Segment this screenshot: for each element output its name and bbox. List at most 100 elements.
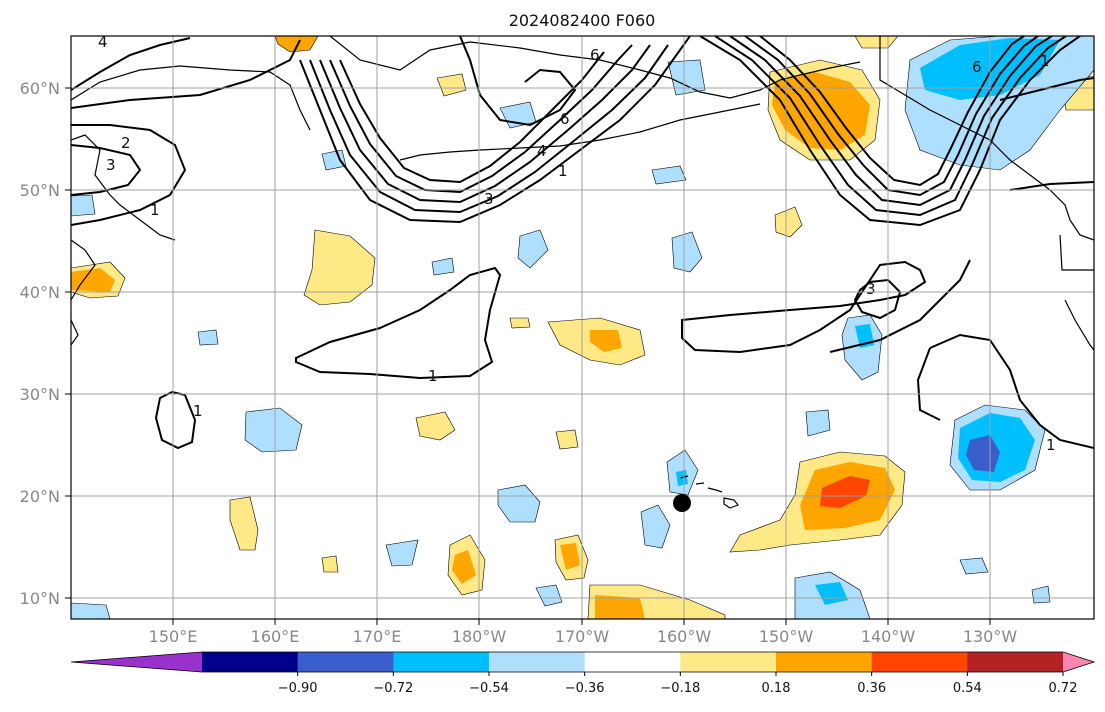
colorbar-tick-label: 0.18: [762, 681, 791, 696]
lat-label: 50°N: [20, 181, 60, 200]
positive-anomaly-peak: [820, 476, 870, 508]
positive-anomaly-core: [452, 550, 476, 584]
contour-ridge-west: [459, 36, 577, 127]
positive-anomaly: [774, 206, 803, 238]
lat-label: 10°N: [20, 589, 60, 608]
graticule: [71, 36, 1094, 619]
contour-label-1: 1: [150, 201, 160, 219]
contour-label-3: 3: [866, 280, 876, 298]
positive-anomaly-core: [71, 268, 115, 292]
axis-ticks: [65, 87, 991, 625]
contour-label-6: 6: [590, 46, 600, 64]
contour-3-northwest: [71, 144, 142, 196]
positive-anomaly: [303, 229, 376, 306]
colorbar-tick-label: 0.72: [1049, 681, 1078, 696]
negative-anomaly-core: [815, 582, 848, 605]
lon-label: 170°E: [353, 627, 402, 646]
negative-anomaly: [1031, 585, 1051, 604]
lon-label: 130°W: [963, 627, 1018, 646]
positive-anomaly-core: [590, 330, 622, 352]
contour-jet-east-1: [699, 36, 1081, 227]
negative-anomaly: [197, 329, 219, 346]
lat-label: 40°N: [20, 283, 60, 302]
negative-anomaly: [517, 229, 549, 269]
colorbar-bin: [680, 652, 777, 672]
colorbar-extend-low: [71, 652, 202, 672]
longitude-labels: 150°E 160°E 170°E 180°W 170°W 160°W 150°…: [149, 627, 1018, 646]
negative-anomaly: [651, 165, 687, 185]
positive-anomaly: [436, 73, 467, 97]
contour-1-west: [295, 266, 502, 380]
colorbar-bin: [489, 652, 586, 672]
positive-anomaly: [321, 555, 339, 573]
colorbar-bin: [776, 652, 873, 672]
negative-anomaly: [667, 59, 706, 96]
alaska-coast: [329, 36, 861, 161]
lon-label: 140°W: [861, 627, 916, 646]
negative-anomaly: [805, 409, 831, 437]
colorbar-tick-label: −0.36: [565, 681, 605, 696]
colorbar-bin: [202, 652, 299, 672]
lat-label: 60°N: [20, 79, 60, 98]
contour-label-6: 6: [972, 58, 982, 76]
colorbar-tick-label: 0.54: [953, 681, 982, 696]
lon-label: 170°W: [555, 627, 610, 646]
contour-label-2: 2: [121, 134, 131, 152]
contour-1-southeast: [916, 333, 1094, 449]
lon-label: 150°E: [149, 627, 198, 646]
positive-anomaly: [555, 429, 579, 450]
map-title: 2024082400 F060: [509, 11, 656, 30]
map-panel: 2 3 1 1 1 3 1 1 6 4 3 6 1 6 4: [20, 33, 1095, 646]
colorbar-bin: [393, 652, 490, 672]
contour-label-1: 1: [428, 367, 438, 385]
colorbar-bin: [871, 652, 968, 672]
negative-anomaly: [385, 539, 419, 567]
positive-anomaly-core: [560, 543, 580, 570]
colorbar-bin: [967, 652, 1064, 672]
negative-anomaly: [535, 584, 563, 607]
contour-label-3: 3: [106, 156, 116, 174]
station-marker-icon: [673, 494, 691, 512]
contour-jet-east-3: [729, 36, 1053, 207]
lon-label: 180°W: [452, 627, 507, 646]
colorbar-extend-high: [1063, 652, 1094, 672]
negative-anomaly: [321, 149, 347, 171]
kamchatka-coast: [71, 65, 311, 241]
negative-anomaly: [959, 557, 989, 575]
contour-lines: [71, 36, 1094, 450]
contour-label-1: 1: [1040, 52, 1050, 70]
contour-jet-east-2: [714, 36, 1067, 217]
contour-jet-west-5: [339, 51, 605, 184]
negative-anomaly: [671, 231, 703, 273]
colorbar-tick-label: −0.18: [660, 681, 700, 696]
positive-anomaly: [229, 496, 259, 551]
lat-label: 30°N: [20, 385, 60, 404]
negative-anomaly: [71, 194, 96, 217]
contour-2-northwest: [71, 124, 187, 226]
colorbar-tick-label: −0.90: [278, 681, 318, 696]
contour-label-4: 4: [98, 33, 108, 51]
contour-1-east: [681, 260, 927, 354]
positive-anomaly: [509, 317, 531, 329]
positive-anomaly-core: [595, 595, 645, 619]
contour-jet-west-3: [319, 44, 651, 204]
colorbar: −0.90 −0.72 −0.54 −0.36 −0.18 0.18 0.36 0.54 0.7…: [70, 651, 1096, 696]
contour-jet-west-1: [299, 36, 691, 224]
colorbar-tick-label: −0.54: [469, 681, 509, 696]
colorbar-tick-label: 0.36: [857, 681, 886, 696]
contour-labels: 2 3 1 1 1 3 1 1 6 4 3 6 1 6 4: [98, 33, 1056, 454]
negative-anomaly: [497, 484, 541, 523]
latitude-labels: 60°N 50°N 40°N 30°N 20°N 10°N: [20, 79, 60, 608]
contour-1-far-east: [829, 77, 1094, 353]
contour-3-east: [853, 278, 902, 320]
lon-label: 160°W: [657, 627, 712, 646]
north-america-coast: [879, 36, 1094, 351]
colorbar-tick-label: −0.72: [373, 681, 413, 696]
contour-1-small: [154, 390, 197, 450]
positive-anomaly: [415, 411, 456, 441]
contour-label-4: 4: [537, 142, 547, 160]
negative-anomaly: [640, 504, 671, 549]
negative-anomaly-peak: [966, 435, 1000, 472]
lon-label: 150°W: [759, 627, 814, 646]
japan-coast: [71, 239, 96, 346]
